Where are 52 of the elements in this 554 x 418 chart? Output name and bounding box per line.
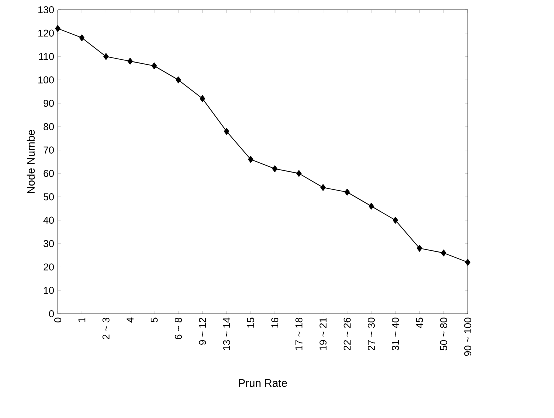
- point: [465, 259, 471, 266]
- point: [320, 184, 326, 192]
- point: [128, 58, 134, 65]
- x-tick-label: 19 ~ 21: [320, 318, 327, 350]
- y-tick-label: 130: [38, 6, 54, 14]
- y-axis-title: Node Numbe: [26, 130, 36, 194]
- x-tick-label: 27 ~ 30: [368, 318, 376, 351]
- y-tick-label: 50: [44, 194, 54, 201]
- point: [441, 250, 447, 257]
- x-tick-label: 17 ~ 18: [296, 318, 303, 350]
- x-tick-label: 4: [126, 318, 134, 323]
- x-tick-label: 1: [78, 318, 86, 322]
- point: [200, 95, 206, 102]
- y-tick-label: 40: [44, 216, 54, 224]
- y-tick-label: 100: [38, 76, 54, 84]
- y-tick-label: 110: [39, 53, 54, 60]
- y-tick-label: 60: [44, 170, 54, 178]
- y-tick-label: 20: [44, 264, 54, 271]
- point: [417, 245, 422, 252]
- x-tick-label: 5: [150, 318, 158, 323]
- point: [393, 217, 398, 224]
- point: [104, 53, 109, 60]
- y-tick-label: 30: [44, 240, 54, 248]
- point: [55, 25, 61, 32]
- x-tick-label: 2 ~ 3: [102, 318, 110, 340]
- y-tick-label: 80: [44, 123, 54, 130]
- x-tick-label: 9 ~ 12: [199, 318, 206, 346]
- x-tick-label: 6 ~ 8: [175, 318, 182, 340]
- x-tick-label: 90 ~ 100: [464, 318, 472, 356]
- point: [344, 189, 350, 196]
- x-tick-label: 15: [247, 318, 254, 328]
- x-axis-title: Prun Rate: [239, 380, 288, 388]
- point: [152, 62, 158, 70]
- point: [272, 166, 278, 172]
- point: [224, 128, 230, 135]
- x-tick-label: 22 ~ 26: [344, 318, 351, 351]
- point: [368, 203, 374, 210]
- point: [296, 170, 302, 178]
- point: [79, 34, 85, 42]
- y-tick-label: 10: [44, 287, 54, 294]
- x-tick-label: 13 ~ 14: [223, 318, 230, 350]
- x-tick-label: 16: [272, 318, 279, 328]
- y-tick-label: 70: [44, 146, 54, 154]
- x-tick-label: 50 ~ 80: [440, 318, 448, 351]
- x-tick-label: 0: [54, 318, 62, 323]
- point: [248, 156, 254, 164]
- point: [176, 76, 182, 84]
- x-tick-label: 31 ~ 40: [392, 318, 400, 351]
- y-tick-label: 0: [49, 310, 54, 318]
- x-tick-label: 45: [416, 318, 424, 328]
- y-tick-label: 90: [44, 100, 54, 108]
- y-tick-label: 120: [38, 30, 54, 37]
